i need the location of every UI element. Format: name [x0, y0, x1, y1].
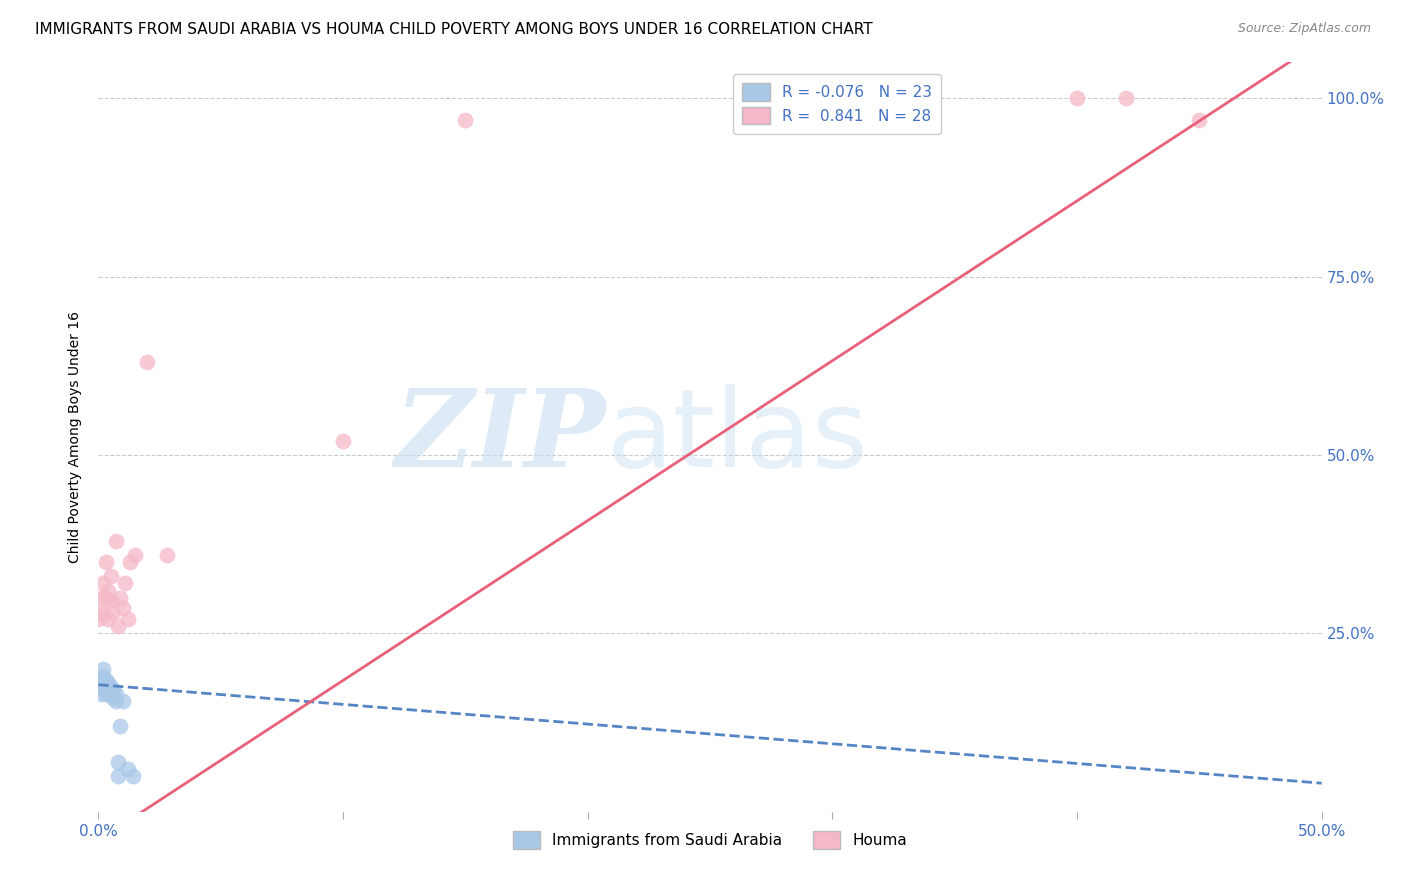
- Point: [120, 555, 142, 569]
- Point: [100, 594, 122, 608]
- Point: [117, 762, 139, 776]
- Point: [91, 662, 114, 676]
- Point: [117, 612, 139, 626]
- Point: [97, 583, 120, 598]
- Point: [91, 680, 114, 694]
- Point: [1115, 91, 1137, 105]
- Point: [87, 680, 110, 694]
- Point: [107, 755, 129, 769]
- Point: [1066, 91, 1088, 105]
- Text: IMMIGRANTS FROM SAUDI ARABIA VS HOUMA CHILD POVERTY AMONG BOYS UNDER 16 CORRELAT: IMMIGRANTS FROM SAUDI ARABIA VS HOUMA CH…: [35, 22, 873, 37]
- Point: [104, 533, 127, 548]
- Point: [107, 619, 129, 633]
- Point: [100, 680, 122, 694]
- Point: [107, 769, 129, 783]
- Point: [94, 680, 117, 694]
- Point: [91, 669, 114, 683]
- Text: atlas: atlas: [606, 384, 868, 490]
- Point: [90, 591, 112, 605]
- Point: [87, 612, 110, 626]
- Point: [100, 569, 122, 583]
- Legend: Immigrants from Saudi Arabia, Houma: Immigrants from Saudi Arabia, Houma: [505, 823, 915, 856]
- Point: [91, 608, 114, 623]
- Point: [1188, 112, 1211, 127]
- Point: [332, 434, 354, 448]
- Point: [111, 694, 134, 708]
- Point: [97, 612, 120, 626]
- Point: [101, 683, 124, 698]
- Text: Source: ZipAtlas.com: Source: ZipAtlas.com: [1237, 22, 1371, 36]
- Point: [821, 112, 844, 127]
- Point: [90, 673, 112, 687]
- Point: [114, 576, 136, 591]
- Point: [111, 601, 134, 615]
- Point: [110, 719, 132, 733]
- Point: [94, 673, 117, 687]
- Point: [104, 694, 127, 708]
- Point: [124, 548, 146, 562]
- Point: [121, 769, 143, 783]
- Point: [100, 687, 122, 701]
- Point: [94, 555, 117, 569]
- Point: [90, 687, 112, 701]
- Point: [97, 676, 120, 690]
- Text: ZIP: ZIP: [395, 384, 606, 490]
- Y-axis label: Child Poverty Among Boys Under 16: Child Poverty Among Boys Under 16: [69, 311, 83, 563]
- Point: [91, 576, 114, 591]
- Point: [156, 548, 179, 562]
- Point: [90, 605, 112, 619]
- Point: [136, 355, 159, 369]
- Point: [94, 591, 117, 605]
- Point: [454, 112, 477, 127]
- Point: [97, 683, 120, 698]
- Point: [110, 591, 132, 605]
- Point: [104, 687, 127, 701]
- Point: [101, 690, 124, 705]
- Point: [101, 605, 124, 619]
- Point: [94, 687, 117, 701]
